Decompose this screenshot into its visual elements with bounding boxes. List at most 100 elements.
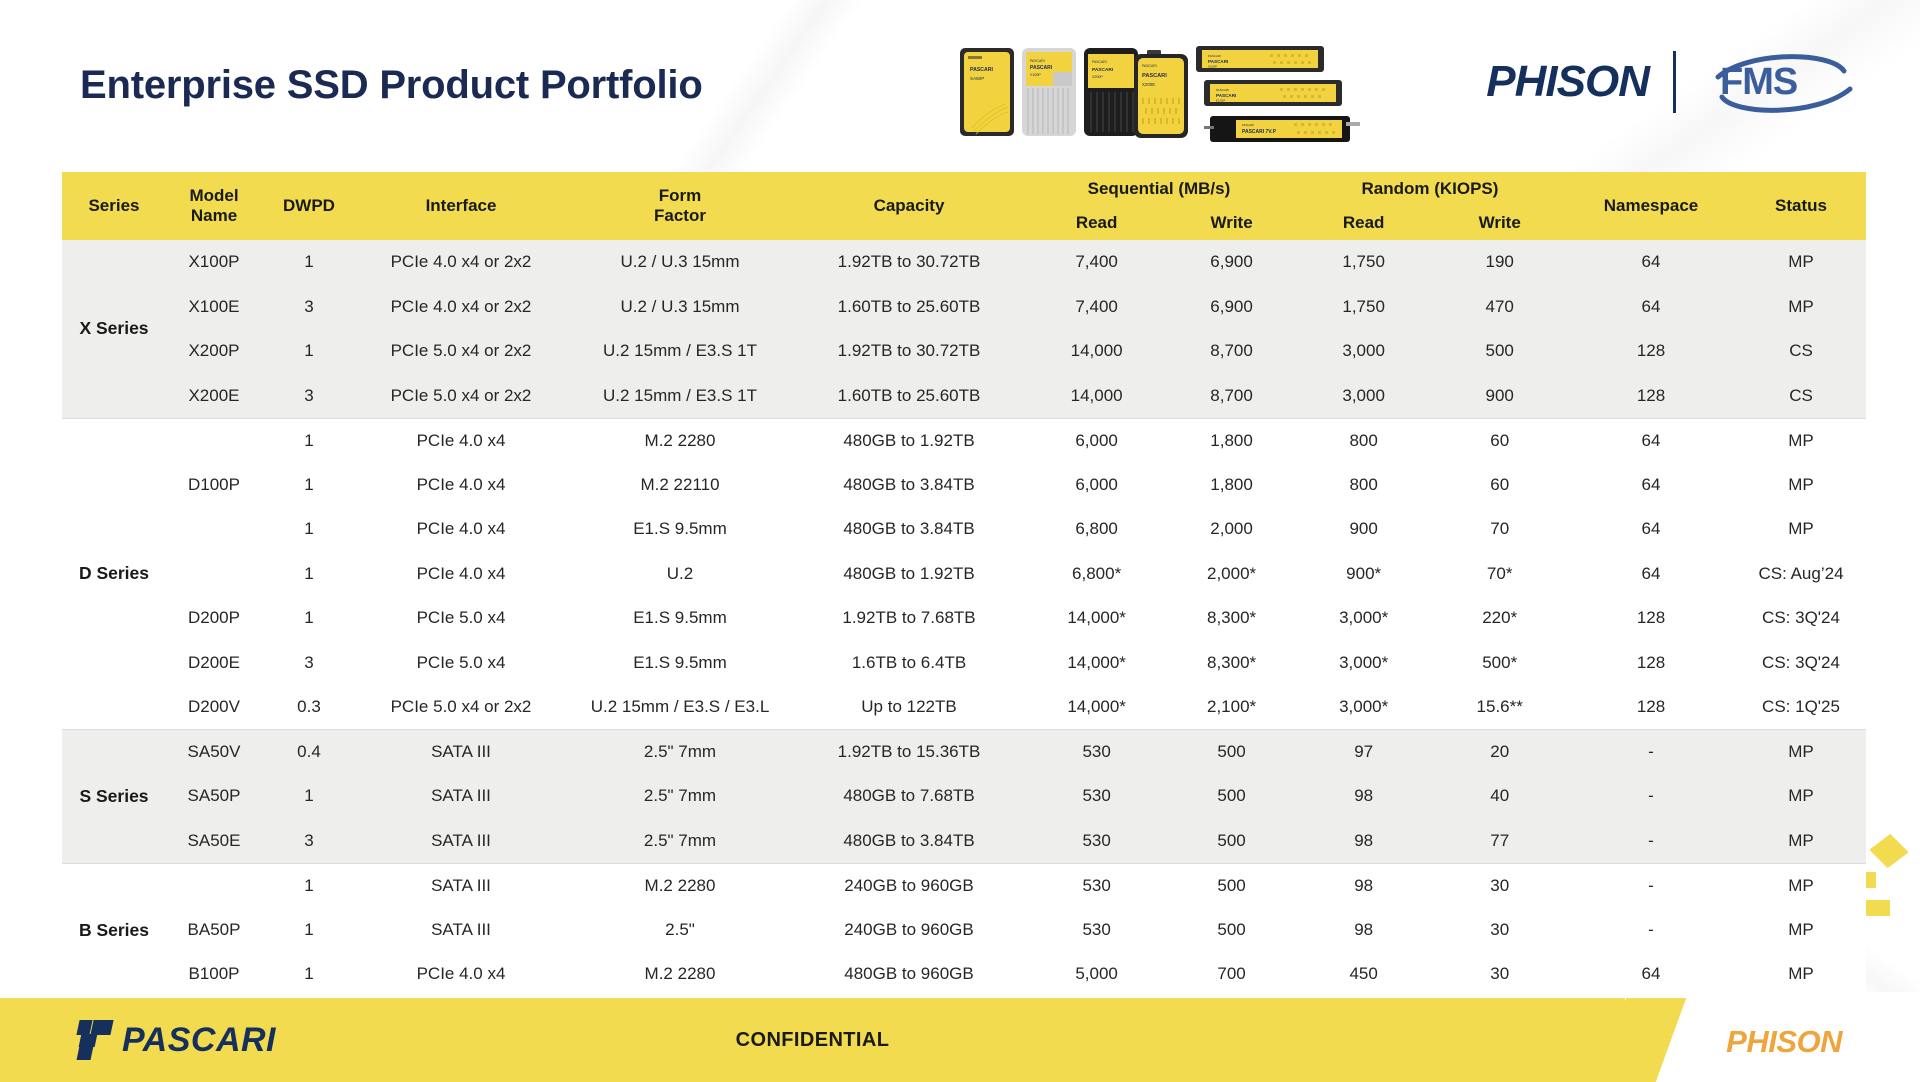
capacity-cell: 1.92TB to 7.68TB: [794, 596, 1024, 641]
status-cell: CS: 3Q'24: [1736, 596, 1866, 641]
col-seq-write: Write: [1169, 207, 1294, 240]
table-row: D200P 1 PCIe 5.0 x4 E1.S 9.5mm 1.92TB to 7.6…: [62, 596, 1866, 641]
rnd-read-cell: 900: [1293, 507, 1434, 552]
col-status: Status: [1736, 172, 1866, 240]
model-cell: [166, 551, 262, 596]
capacity-cell: 240GB to 960GB: [794, 907, 1024, 952]
table-row: BA50P 1 SATA III 2.5" 240GB to 960GB 530 500 98…: [62, 907, 1866, 952]
interface-cell: SATA III: [356, 729, 566, 774]
namespace-cell: -: [1566, 774, 1736, 819]
table-header-row-primary: Series Model Name DWPD Interface Form Fa…: [62, 172, 1866, 240]
rnd-read-cell: 1,750: [1293, 284, 1434, 329]
seq-read-cell: 14,000*: [1024, 685, 1170, 730]
capacity-cell: 480GB to 1.92TB: [794, 417, 1024, 463]
interface-cell: PCIe 4.0 x4: [356, 551, 566, 596]
form-factor-cell: 2.5" 7mm: [566, 729, 794, 774]
interface-cell: SATA III: [356, 774, 566, 819]
seq-read-cell: 6,800: [1024, 507, 1170, 552]
rnd-read-cell: 3,000: [1293, 329, 1434, 374]
footer: CONFIDENTIAL PASCARI PHISON: [0, 998, 1920, 1082]
namespace-cell: -: [1566, 818, 1736, 863]
col-rnd-write: Write: [1433, 207, 1566, 240]
col-capacity: Capacity: [794, 172, 1024, 240]
svg-text:PASCARI: PASCARI: [1142, 73, 1167, 79]
header-logos: PHISON FMS: [1486, 44, 1868, 120]
form-factor-cell: E1.S 9.5mm: [566, 507, 794, 552]
namespace-cell: -: [1566, 729, 1736, 774]
status-cell: CS: [1736, 329, 1866, 374]
model-cell: B100P: [166, 952, 262, 997]
namespace-cell: 64: [1566, 462, 1736, 507]
seq-read-cell: 14,000: [1024, 373, 1170, 418]
svg-text:PASCARI: PASCARI: [1242, 123, 1254, 127]
form-factor-cell: U.2 15mm / E3.S 1T: [566, 329, 794, 374]
svg-text:PASCARI 7V.P: PASCARI 7V.P: [1242, 129, 1277, 135]
svg-text:PASCARI: PASCARI: [1142, 64, 1157, 68]
dwpd-cell: 1: [262, 952, 356, 997]
dwpd-cell: 3: [262, 373, 356, 418]
rnd-read-cell: 98: [1293, 862, 1434, 908]
form-factor-cell: E1.S 9.5mm: [566, 596, 794, 641]
phison-footer-logo: PHISON: [1726, 1024, 1842, 1059]
confidential-label: CONFIDENTIAL: [735, 1028, 890, 1051]
status-cell: CS: [1736, 373, 1866, 418]
rnd-write-cell: 900: [1433, 373, 1566, 418]
seq-write-cell: 2,000*: [1169, 551, 1294, 596]
rnd-write-cell: 470: [1433, 284, 1566, 329]
rnd-read-cell: 3,000*: [1293, 596, 1434, 641]
seq-read-cell: 14,000*: [1024, 596, 1170, 641]
form-factor-cell: M.2 22110: [566, 462, 794, 507]
dwpd-cell: 1: [262, 462, 356, 507]
status-cell: MP: [1736, 907, 1866, 952]
svg-text:X100P: X100P: [1208, 65, 1217, 69]
namespace-cell: 64: [1566, 551, 1736, 596]
rnd-write-cell: 30: [1433, 862, 1566, 908]
interface-cell: PCIe 4.0 x4: [356, 952, 566, 997]
rnd-write-cell: 500*: [1433, 640, 1566, 685]
capacity-cell: 1.60TB to 25.60TB: [794, 284, 1024, 329]
seq-read-cell: 7,400: [1024, 284, 1170, 329]
rnd-read-cell: 98: [1293, 774, 1434, 819]
status-cell: MP: [1736, 729, 1866, 774]
seq-read-cell: 5,000: [1024, 952, 1170, 997]
col-dwpd: DWPD: [262, 172, 356, 240]
col-form-factor-line2: Factor: [654, 206, 706, 225]
interface-cell: PCIe 4.0 x4: [356, 417, 566, 463]
capacity-cell: 1.92TB to 30.72TB: [794, 329, 1024, 374]
footer-yellow-bar: [0, 998, 1625, 1082]
interface-cell: SATA III: [356, 818, 566, 863]
capacity-cell: 1.6TB to 6.4TB: [794, 640, 1024, 685]
model-cell: SA50V: [166, 729, 262, 774]
model-cell: D100P: [166, 462, 262, 507]
col-group-sequential: Sequential (MB/s): [1024, 172, 1294, 207]
namespace-cell: -: [1566, 907, 1736, 952]
rnd-write-cell: 60: [1433, 417, 1566, 463]
table-row: 1 PCIe 4.0 x4 E1.S 9.5mm 480GB to 3.84TB 6,8…: [62, 507, 1866, 552]
seq-write-cell: 6,900: [1169, 240, 1294, 285]
seq-read-cell: 14,000*: [1024, 640, 1170, 685]
col-interface: Interface: [356, 172, 566, 240]
dwpd-cell: 1: [262, 329, 356, 374]
interface-cell: PCIe 5.0 x4 or 2x2: [356, 685, 566, 730]
rnd-read-cell: 97: [1293, 729, 1434, 774]
rnd-read-cell: 98: [1293, 907, 1434, 952]
rnd-write-cell: 500: [1433, 329, 1566, 374]
series-cell: D Series: [62, 417, 166, 730]
dwpd-cell: 0.4: [262, 729, 356, 774]
model-cell: [166, 862, 262, 908]
model-cell: X100P: [166, 240, 262, 285]
col-group-random: Random (KIOPS): [1293, 172, 1566, 207]
seq-write-cell: 8,700: [1169, 373, 1294, 418]
status-cell: MP: [1736, 952, 1866, 997]
table-row: D100P 1 PCIe 4.0 x4 M.2 22110 480GB to 3.84T…: [62, 462, 1866, 507]
rnd-read-cell: 1,750: [1293, 240, 1434, 285]
status-cell: CS: 1Q'25: [1736, 685, 1866, 730]
capacity-cell: 480GB to 3.84TB: [794, 818, 1024, 863]
status-cell: MP: [1736, 417, 1866, 463]
svg-text:X200P: X200P: [1092, 75, 1103, 79]
interface-cell: PCIe 5.0 x4: [356, 640, 566, 685]
interface-cell: PCIe 5.0 x4 or 2x2: [356, 329, 566, 374]
seq-write-cell: 500: [1169, 818, 1294, 863]
svg-text:SA50P: SA50P: [970, 76, 984, 81]
seq-read-cell: 530: [1024, 729, 1170, 774]
